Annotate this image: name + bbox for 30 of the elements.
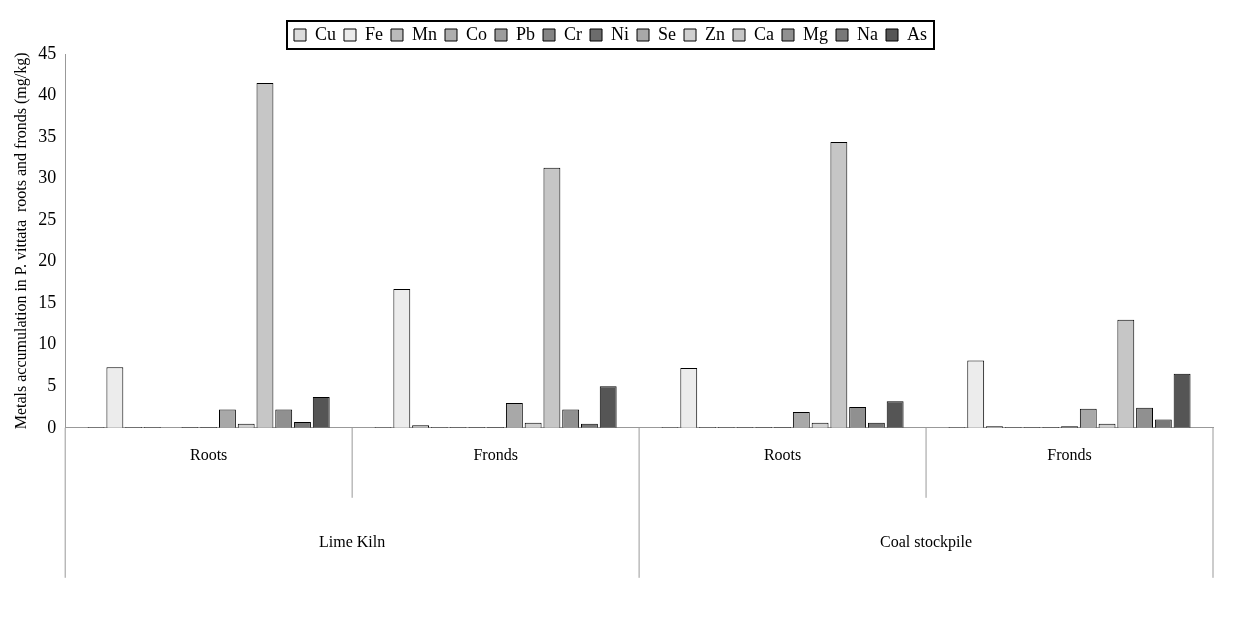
x-tick-label: Fronds	[1047, 445, 1092, 463]
legend-label: Ca	[754, 23, 775, 44]
legend-label: Na	[857, 23, 879, 44]
legend-label: Mg	[803, 23, 829, 44]
text: Coal stockpile	[880, 533, 973, 551]
legend-label: Co	[466, 23, 488, 44]
legend-label: Cr	[564, 23, 583, 44]
legend-label: As	[907, 23, 928, 44]
legend-label: Zn	[705, 23, 726, 44]
x-tick-label: Roots	[763, 445, 802, 463]
legend-label: Cu	[314, 23, 337, 44]
legend-label: Pb	[516, 23, 536, 44]
y-tick-label: 35	[38, 125, 57, 146]
y-tick-label: 20	[38, 250, 57, 271]
y-tick-label: 25	[38, 208, 57, 229]
y-tick-label: 45	[38, 42, 57, 63]
y-tick-label: 40	[38, 84, 57, 105]
y-tick-label: 5	[47, 375, 57, 395]
y-tick-label: 30	[38, 167, 57, 188]
legend-label: Ni	[611, 23, 630, 44]
y-tick-label: 0	[47, 416, 57, 437]
legend-label: Se	[658, 23, 677, 44]
y-axis-title: Metals accumulation in P. vittata roots and fronds (mg/kg)	[11, 52, 30, 430]
x-tick-label: Fronds	[473, 445, 518, 463]
legend-label: Mn	[412, 23, 438, 44]
text: Lime Kiln	[319, 533, 386, 550]
y-tick-label: 10	[38, 333, 57, 354]
x-tick-label: Roots	[190, 445, 228, 463]
legend-label: Fe	[365, 23, 384, 44]
y-tick-label: 15	[38, 291, 57, 312]
